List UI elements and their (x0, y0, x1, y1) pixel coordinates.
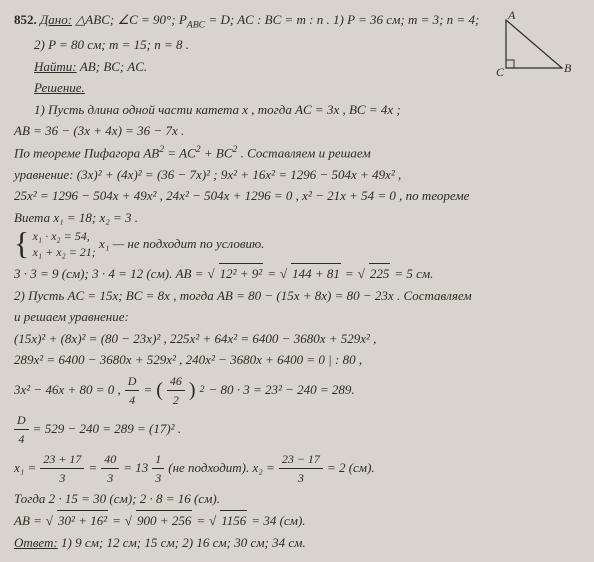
p2-l9: AB = 30² + 16² = 900 + 256 = 1156 = 34 (… (14, 510, 580, 531)
p1-brace-block: { x₁ · x₂ = 54, x₁ + x₂ = 21; x₁ — не по… (14, 229, 580, 261)
vertex-a-label: A (507, 10, 516, 22)
find-label: Найти: (34, 59, 77, 74)
answer-label: Ответ: (14, 535, 58, 550)
vertex-c-label: C (496, 65, 505, 79)
p1-l4: уравнение: (3x)² + (4x)² = (36 − 7x)² ; … (14, 165, 580, 185)
p1-l5: 25x² = 1296 − 504x + 49x² , 24x² − 504x … (14, 186, 580, 206)
p2-l6: D4 = 529 − 240 = 289 = (17)² . (14, 411, 580, 448)
p2-l1: 2) Пусть AC = 15x; BC = 8x , тогда AB = … (14, 286, 580, 306)
brace-icon: { (14, 227, 29, 259)
given-label: Дано: (40, 12, 72, 27)
p2-l8: Тогда 2 · 15 = 30 (см); 2 · 8 = 16 (см). (14, 489, 580, 509)
p1-l3: По теореме Пифагора AB2 = AC2 + BC2 . Со… (14, 143, 580, 163)
p1-l6: Виета x₁ = 18; x₂ = 3 . (14, 208, 580, 228)
p1-l1: 1) Пусть длина одной части катета x , то… (34, 100, 580, 120)
answer-line: Ответ: 1) 9 см; 12 см; 15 см; 2) 16 см; … (14, 533, 580, 553)
vertex-b-label: B (564, 61, 572, 75)
p2-l3: (15x)² + (8x)² = (80 − 23x)² , 225x² + 6… (14, 329, 580, 349)
problem-number: 852. (14, 12, 37, 27)
p2-l5: 3x² − 46x + 80 = 0 , D4 = ( 462 )2 − 80 … (14, 372, 580, 409)
given-text-1: △ABC; ∠C = 90°; P (75, 12, 186, 27)
p2-l2: и решаем уравнение: (14, 307, 580, 327)
p2-l4: 289x² = 6400 − 3680x + 529x² , 240x² − 3… (14, 350, 580, 370)
right-triangle-diagram: A B C (494, 10, 572, 82)
p1-l2: AB = 36 − (3x + 4x) = 36 − 7x . (14, 121, 580, 141)
p1-l8: 3 · 3 = 9 (см); 3 · 4 = 12 (см). AB = 12… (14, 263, 580, 284)
p2-x1x2: x₁ = 23 + 173 = 403 = 13 13 (не подходит… (14, 450, 580, 487)
